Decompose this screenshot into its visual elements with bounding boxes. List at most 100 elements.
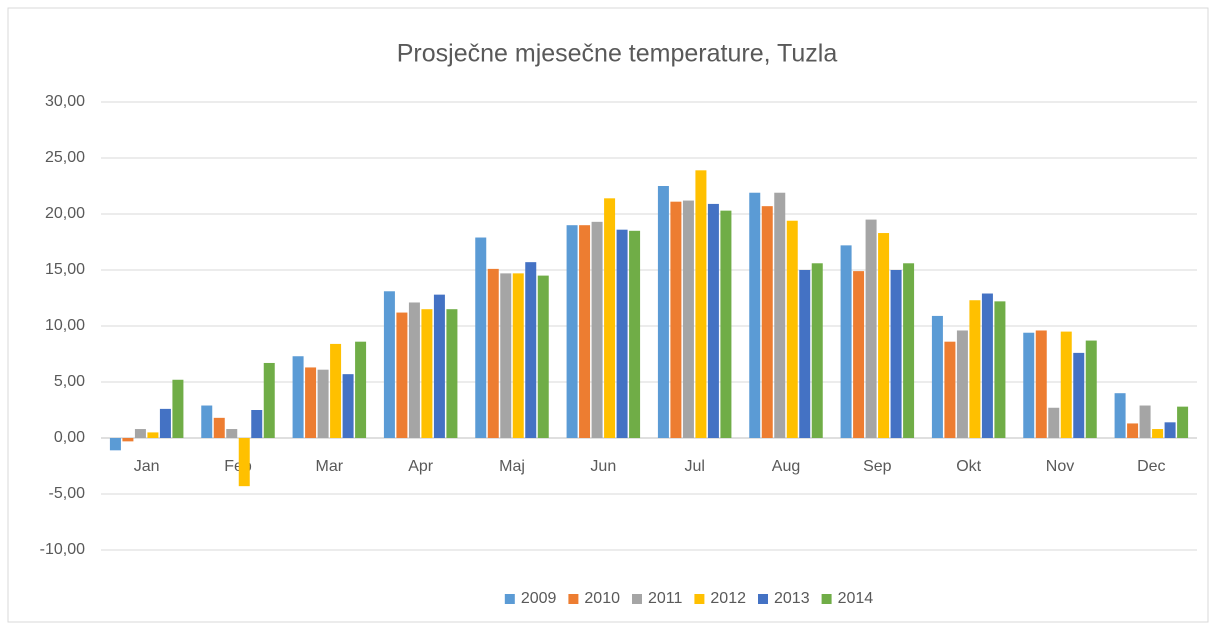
legend-swatch	[568, 594, 579, 604]
bar	[263, 362, 275, 438]
bar	[172, 379, 184, 438]
bar	[1139, 405, 1151, 438]
x-tick-label: Mar	[316, 458, 344, 475]
bar	[317, 369, 329, 438]
x-tick-label: Maj	[499, 458, 525, 475]
chart-title: Prosječne mjesečne temperature, Tuzla	[397, 40, 838, 68]
y-tick-label: 10,00	[45, 317, 85, 334]
legend-swatch	[758, 594, 768, 604]
bar	[433, 294, 445, 438]
bar	[604, 198, 616, 438]
bar	[720, 210, 732, 438]
y-tick-label: 20,00	[45, 205, 85, 222]
bar	[122, 438, 134, 442]
y-tick-label: -5,00	[49, 485, 86, 502]
x-tick-label: Jul	[684, 458, 704, 475]
bar	[944, 341, 956, 438]
bar	[786, 220, 798, 438]
bar	[566, 225, 578, 438]
y-tick-label: 25,00	[45, 149, 85, 166]
bar	[890, 270, 902, 438]
bar	[500, 273, 512, 438]
bar	[811, 263, 823, 438]
bar	[292, 356, 304, 438]
x-tick-label: Dec	[1137, 458, 1165, 475]
bar	[749, 192, 761, 438]
bar	[931, 315, 943, 438]
legend-label: 2012	[710, 590, 746, 607]
bar	[994, 301, 1006, 438]
x-tick-label: Okt	[956, 458, 981, 475]
bar	[238, 438, 250, 487]
bar	[616, 229, 628, 438]
legend-label: 2009	[521, 590, 557, 607]
bar	[1073, 352, 1085, 438]
bar	[134, 429, 146, 438]
legend-label: 2010	[584, 590, 620, 607]
x-tick-label: Apr	[408, 458, 434, 475]
bar	[226, 429, 238, 438]
bar	[305, 367, 317, 438]
x-tick-label: Aug	[772, 458, 800, 475]
bar	[1085, 340, 1097, 438]
bar	[383, 291, 395, 438]
bar	[707, 203, 719, 438]
x-tick-label: Nov	[1046, 458, 1074, 475]
bar	[147, 432, 159, 438]
bar	[330, 343, 342, 438]
bar	[1035, 330, 1047, 438]
bar	[682, 200, 694, 438]
y-tick-label: 5,00	[54, 373, 85, 390]
bar	[629, 230, 641, 438]
bar	[956, 330, 968, 438]
x-tick-label: Jan	[134, 458, 160, 475]
bar	[853, 271, 865, 438]
bar	[159, 408, 171, 438]
bar	[537, 275, 549, 438]
bar	[761, 206, 773, 438]
legend-label: 2014	[838, 590, 874, 607]
legend-label: 2011	[648, 590, 683, 607]
bar	[109, 438, 121, 451]
y-tick-label: 15,00	[45, 261, 85, 278]
bar	[396, 312, 408, 438]
legend-swatch	[821, 594, 832, 604]
bar	[579, 225, 591, 438]
x-tick-label: Jun	[590, 458, 616, 475]
bar	[1127, 423, 1139, 438]
bar	[1060, 331, 1072, 438]
bar	[213, 417, 225, 438]
bar	[475, 237, 487, 438]
bar	[251, 410, 263, 438]
legend-swatch	[504, 594, 515, 604]
bar	[840, 245, 852, 438]
bar	[512, 273, 524, 438]
bar	[1152, 429, 1164, 438]
bar	[355, 341, 367, 438]
bar	[408, 302, 420, 438]
bar	[1164, 422, 1176, 438]
bar	[525, 262, 537, 438]
bar	[799, 270, 811, 438]
bar	[1023, 332, 1035, 438]
bar	[903, 263, 915, 438]
bar	[865, 219, 877, 438]
bar	[1114, 393, 1126, 438]
bar	[1048, 407, 1060, 438]
y-tick-label: 0,00	[54, 429, 85, 446]
bar	[1177, 406, 1189, 438]
legend-swatch	[694, 594, 705, 604]
bar	[446, 309, 458, 438]
bar	[969, 300, 981, 438]
bar	[487, 268, 499, 438]
y-tick-label: 30,00	[45, 93, 85, 110]
x-tick-label: Sep	[863, 458, 892, 475]
bar	[591, 221, 603, 438]
bar	[878, 233, 890, 438]
y-tick-label: -10,00	[40, 541, 85, 558]
legend-label: 2013	[774, 590, 810, 607]
bar	[201, 405, 213, 438]
legend-swatch	[632, 594, 642, 604]
bar	[421, 309, 433, 438]
bar	[774, 192, 786, 438]
